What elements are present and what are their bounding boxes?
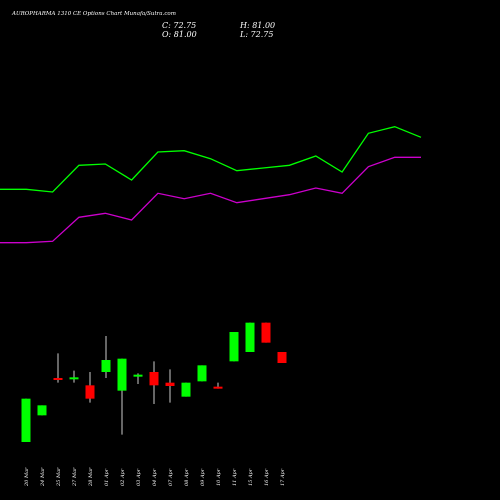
candle-body (261, 322, 271, 343)
candle (277, 352, 287, 363)
x-tick-label: 04 Apr (152, 468, 158, 486)
candle-body (197, 365, 207, 382)
x-tick-label: 09 Apr (200, 468, 206, 486)
candle (85, 372, 95, 403)
x-tick-label: 16 Apr (264, 468, 270, 486)
x-tick-label: 03 Apr (136, 468, 142, 486)
x-tick-label: 10 Apr (216, 468, 222, 486)
x-tick-label: 15 Apr (248, 468, 254, 486)
candle (37, 405, 47, 416)
close-value: C: 72.75 (162, 21, 197, 30)
candle (53, 353, 63, 383)
candle-body (37, 405, 47, 416)
candle-body (181, 382, 191, 397)
candle (117, 358, 127, 435)
candle-body (245, 322, 255, 352)
candle (133, 373, 143, 384)
candle-body (101, 360, 111, 372)
candle (69, 370, 79, 383)
candle-body (21, 398, 31, 442)
high-value: H: 81.00 (240, 21, 276, 30)
candle-body (53, 378, 63, 380)
ohlc-left: C: 72.75 O: 81.00 (162, 21, 197, 39)
candle (165, 369, 175, 403)
candle-body (277, 352, 287, 363)
candle-body (85, 385, 95, 399)
lower-band-line (0, 156, 421, 244)
x-axis-labels: 20 Mar 24 Mar 25 Mar 27 Mar 28 Mar 01 Apr 02 A… (24, 467, 286, 487)
candle (261, 322, 271, 343)
candle-body (213, 386, 223, 389)
x-tick-label: 27 Mar (72, 467, 78, 487)
candle (181, 382, 191, 397)
indicator-lines (0, 126, 422, 244)
candle (101, 336, 111, 378)
x-tick-label: 25 Mar (56, 467, 62, 487)
candle-body (133, 374, 143, 377)
x-tick-label: 11 Apr (232, 468, 238, 486)
candle (149, 361, 159, 404)
x-tick-label: 01 Apr (104, 468, 110, 486)
chart-title: AUROPHARMA 1310 CE Options Chart Munafa/… (12, 11, 176, 17)
candle-body (165, 382, 175, 386)
x-tick-label: 02 Apr (120, 468, 126, 486)
candle (21, 398, 31, 442)
candles-layer (21, 322, 287, 442)
x-tick-label: 07 Apr (168, 468, 174, 486)
x-tick-label: 28 Mar (88, 467, 94, 487)
candle-body (149, 372, 159, 386)
x-tick-label: 20 Mar (24, 467, 30, 487)
candle (197, 365, 207, 382)
ohlc-right: H: 81.00 L: 72.75 (240, 21, 275, 39)
x-tick-label: 24 Mar (40, 467, 46, 487)
x-tick-label: 08 Apr (184, 468, 190, 486)
x-tick-label: 17 Apr (280, 468, 286, 486)
candle (245, 322, 255, 352)
candle (229, 332, 239, 362)
low-value: L: 72.75 (240, 30, 274, 39)
candle-body (229, 332, 239, 362)
candle-body (69, 377, 79, 380)
open-value: O: 81.00 (162, 30, 197, 39)
upper-band-line (0, 126, 422, 193)
candle-body (117, 358, 127, 391)
candle (213, 382, 223, 389)
